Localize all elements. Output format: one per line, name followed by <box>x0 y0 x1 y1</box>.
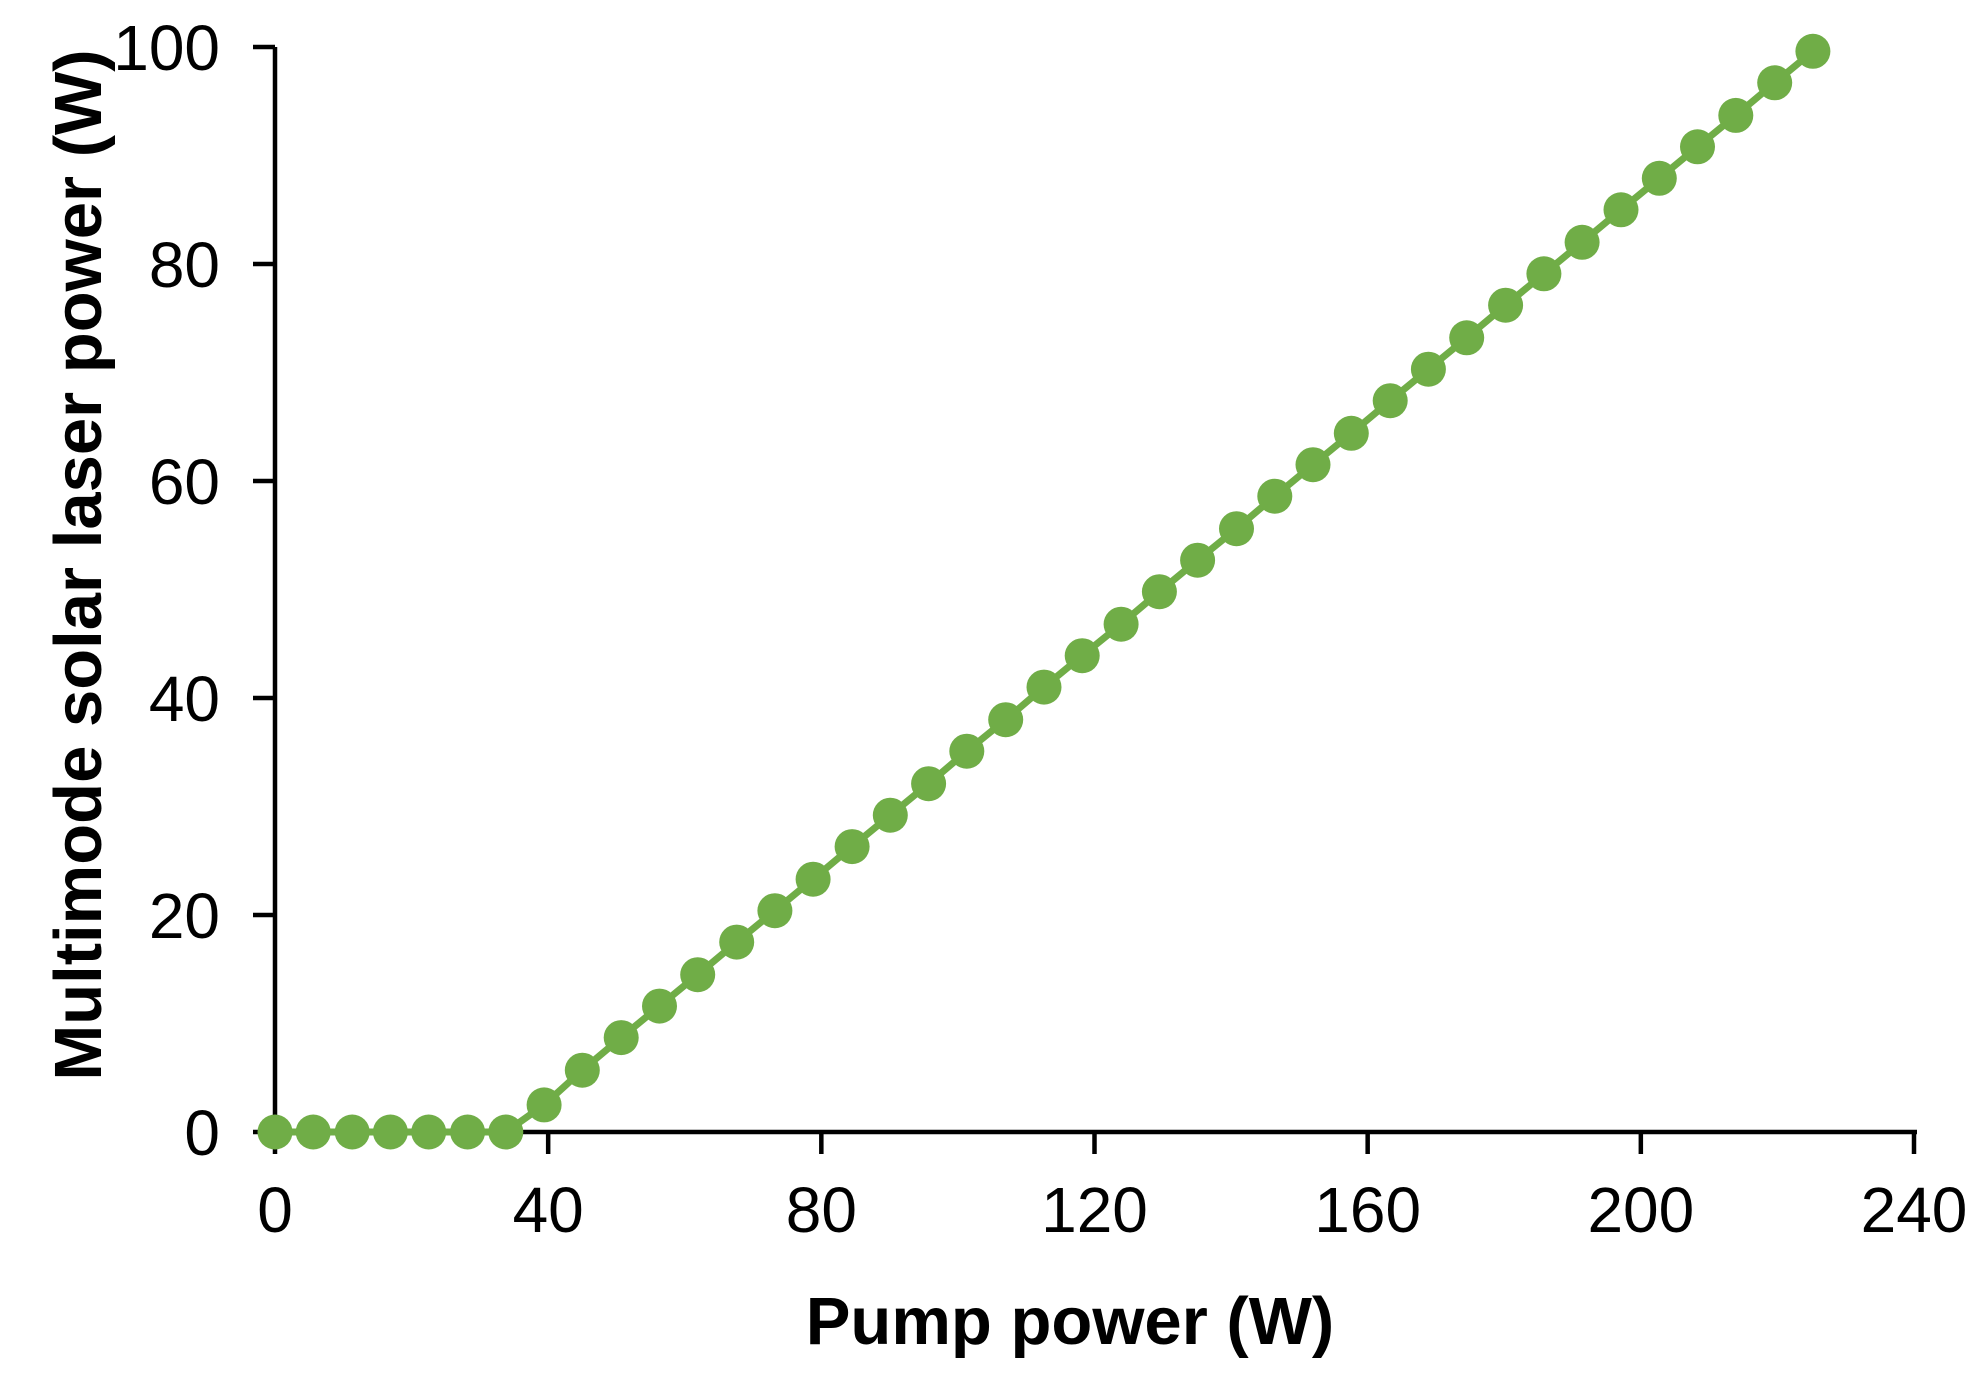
data-point <box>488 1114 524 1150</box>
x-tick-label: 0 <box>257 1174 293 1246</box>
data-point <box>1603 192 1639 228</box>
x-tick-label: 160 <box>1314 1174 1421 1246</box>
data-point <box>1372 383 1408 419</box>
data-point <box>642 988 677 1024</box>
data-point <box>1026 669 1062 705</box>
data-point <box>1449 320 1485 356</box>
y-tick-label: 60 <box>149 446 220 518</box>
data-point <box>872 797 908 833</box>
data-point <box>1641 160 1677 196</box>
data-point <box>1333 415 1369 451</box>
data-point <box>1526 256 1562 292</box>
data-point <box>1757 65 1793 101</box>
data-point <box>1795 33 1831 69</box>
data-point <box>1564 224 1600 260</box>
data-point <box>1180 542 1216 578</box>
data-point <box>295 1114 331 1150</box>
data-point <box>603 1020 639 1056</box>
data-point <box>1488 287 1524 323</box>
data-point <box>757 893 793 929</box>
data-point <box>334 1114 370 1150</box>
x-tick-label: 200 <box>1587 1174 1694 1246</box>
data-point <box>834 829 870 865</box>
data-point <box>526 1087 562 1123</box>
data-point <box>1064 638 1100 674</box>
data-point <box>411 1114 447 1150</box>
x-tick-label: 240 <box>1861 1174 1968 1246</box>
y-tick-label: 100 <box>113 12 220 84</box>
data-point <box>450 1114 486 1150</box>
x-tick-label: 80 <box>786 1174 857 1246</box>
data-point <box>372 1114 408 1150</box>
data-point <box>949 733 985 769</box>
data-point <box>1219 511 1254 547</box>
data-point <box>1257 478 1293 514</box>
y-axis-title: Multimode solar laser power (W) <box>41 49 116 1080</box>
y-tick-label: 0 <box>184 1097 220 1169</box>
x-tick-label: 40 <box>513 1174 584 1246</box>
data-point <box>564 1052 600 1088</box>
data-point <box>1410 351 1446 387</box>
x-tick-label: 120 <box>1041 1174 1148 1246</box>
series-line <box>271 47 1817 1136</box>
y-tick-label: 20 <box>149 880 220 952</box>
data-point <box>1680 129 1715 165</box>
data-point <box>719 924 755 960</box>
axes-layer: 0 40 80 120 160 200 240 0 20 40 60 80 100 <box>113 12 1967 1246</box>
data-point <box>257 1114 293 1150</box>
data-point <box>1295 447 1331 483</box>
data-point <box>680 957 716 993</box>
data-point <box>1141 574 1177 610</box>
series-layer <box>257 33 1831 1150</box>
data-point <box>1103 606 1139 642</box>
data-point <box>1718 97 1754 133</box>
data-point <box>988 702 1024 738</box>
y-tick-label: 40 <box>149 663 220 735</box>
x-axis-title: Pump power (W) <box>806 1284 1335 1359</box>
data-point <box>795 861 831 897</box>
y-tick-label: 80 <box>149 229 220 301</box>
data-point <box>911 766 947 802</box>
